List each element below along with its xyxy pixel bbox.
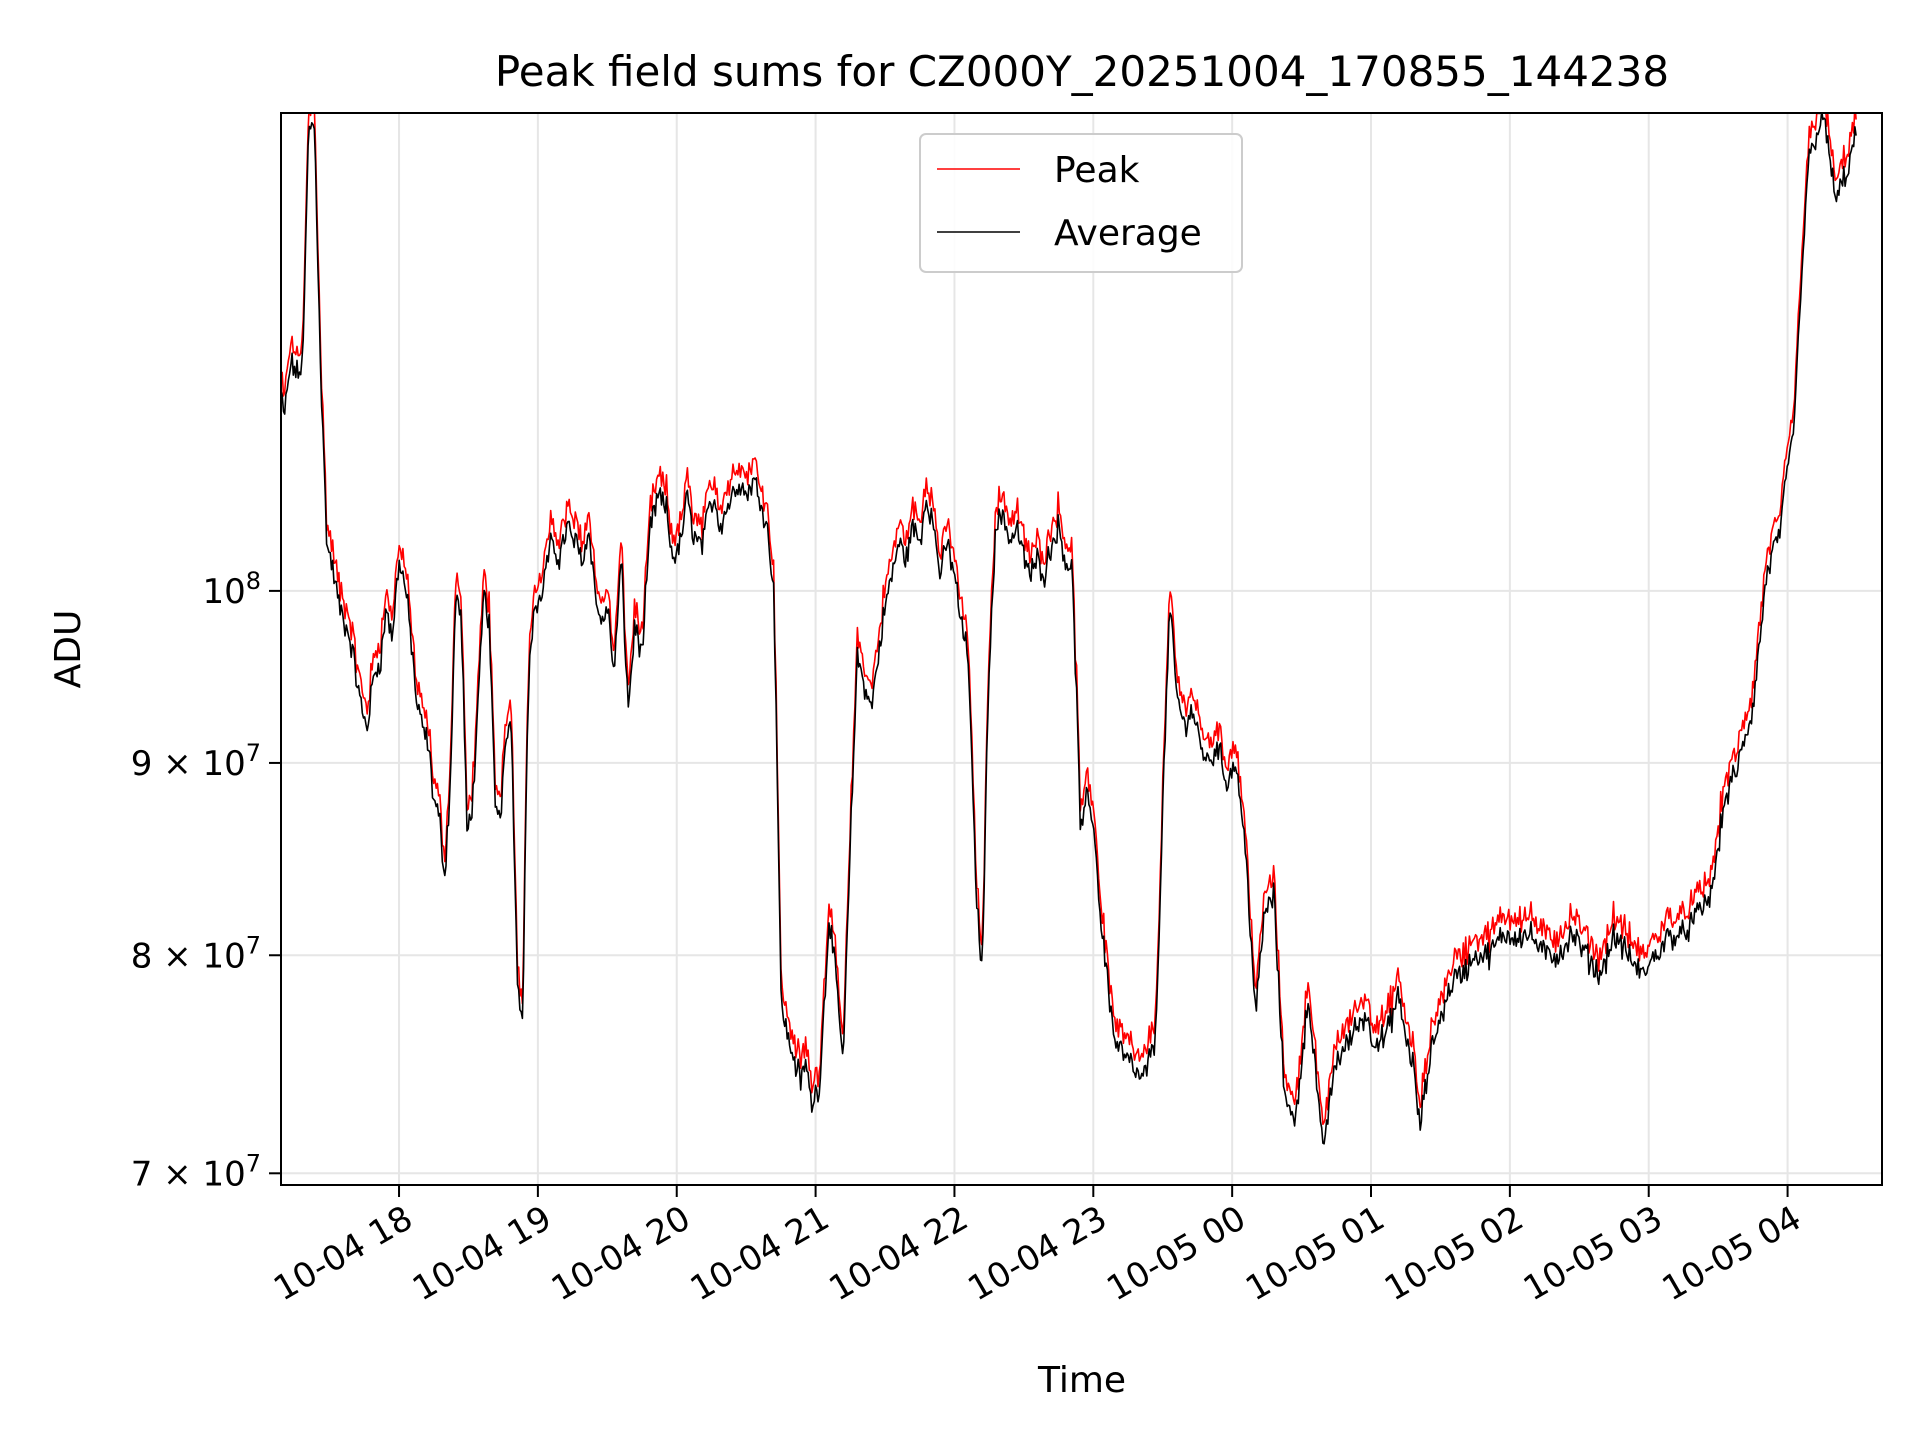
y-tick-label: 108 — [202, 567, 261, 612]
y-tick-label: 7 × 107 — [131, 1149, 261, 1194]
y-tick-label-exponent: 8 — [246, 567, 261, 595]
y-tick-label-base: 7 × 10 — [131, 1154, 246, 1194]
plot-frame — [280, 112, 1883, 1186]
grid — [281, 113, 1882, 1185]
legend: Peak Average — [919, 133, 1243, 273]
y-tick-label-base: 8 × 10 — [131, 936, 246, 976]
chart-title: Peak field sums for CZ000Y_20251004_1708… — [495, 47, 1669, 96]
y-tick-label-base: 9 × 10 — [131, 744, 246, 784]
y-axis-label: ADU — [48, 610, 89, 689]
series-line-peak — [281, 113, 1857, 1126]
series-layer — [281, 113, 1857, 1145]
legend-label-average: Average — [1054, 213, 1202, 254]
y-tick-label: 8 × 107 — [131, 931, 261, 976]
y-tick-label: 9 × 107 — [131, 739, 261, 784]
legend-label-peak: Peak — [1054, 150, 1140, 191]
y-tick-label-base: 10 — [202, 572, 245, 612]
y-tick-label-exponent: 7 — [246, 1149, 261, 1177]
series-line-average — [281, 113, 1857, 1145]
y-tick-label-exponent: 7 — [246, 739, 261, 767]
x-axis-label: Time — [1037, 1360, 1126, 1401]
y-tick-label-exponent: 7 — [246, 931, 261, 959]
